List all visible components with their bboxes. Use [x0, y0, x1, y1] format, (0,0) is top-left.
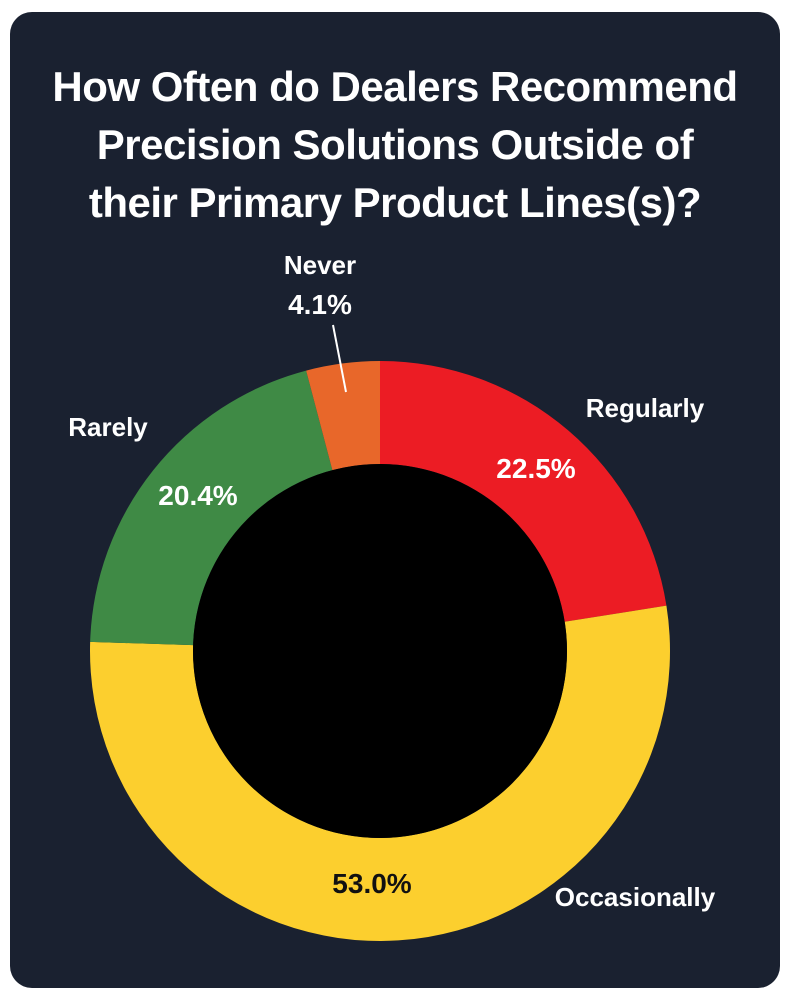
title-line-1: How Often do Dealers Recommend: [52, 63, 738, 110]
chart-title: How Often do Dealers Recommend Precision…: [0, 58, 790, 232]
title-line-3: their Primary Product Lines(s)?: [88, 179, 702, 226]
value-label-regularly: 22.5%: [496, 453, 575, 484]
slice-regularly: [380, 361, 667, 622]
value-label-occasionally: 53.0%: [332, 868, 411, 899]
slice-never: [306, 361, 380, 471]
category-label-occasionally: Occasionally: [555, 882, 716, 912]
title-line-2: Precision Solutions Outside of: [96, 121, 694, 168]
never-leader-line: [332, 324, 347, 393]
category-label-rarely: Rarely: [68, 412, 148, 442]
donut-hole: [193, 464, 567, 838]
category-label-regularly: Regularly: [586, 393, 705, 423]
value-label-rarely: 20.4%: [158, 480, 237, 511]
slice-occasionally: [90, 605, 671, 941]
value-label-never: 4.1%: [288, 289, 352, 320]
slice-rarely: [90, 370, 333, 646]
category-label-never: Never: [284, 250, 356, 280]
